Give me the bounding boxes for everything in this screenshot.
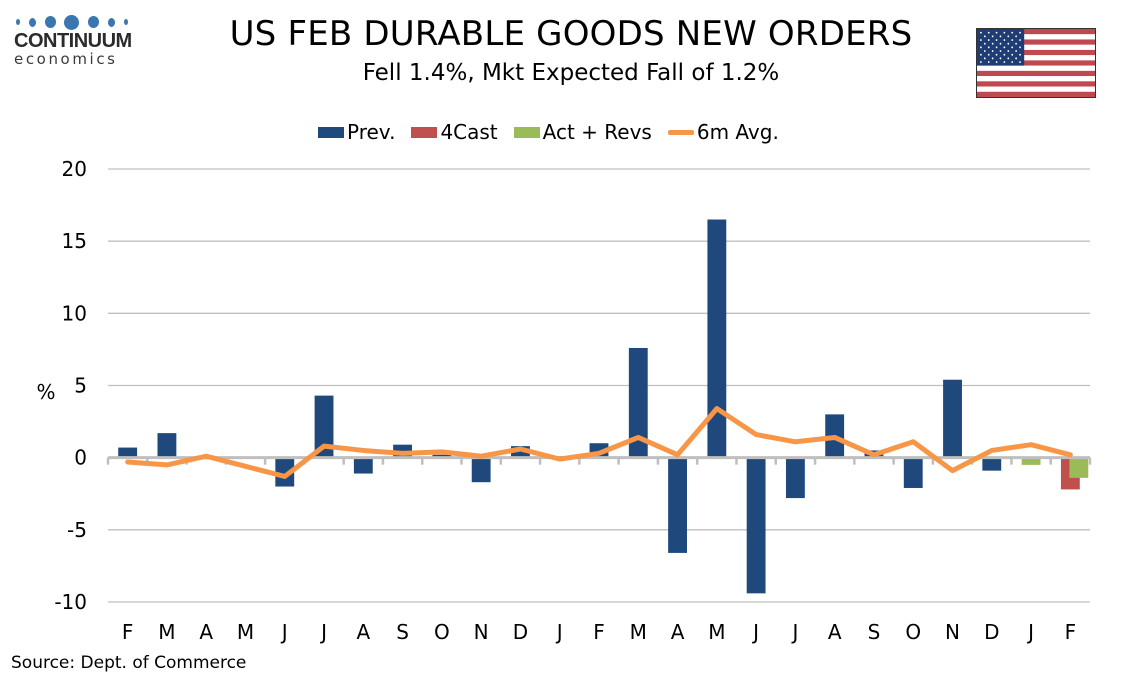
x-tick-label: O xyxy=(905,620,921,644)
x-tick-label: M xyxy=(630,620,647,644)
x-tick-label: J xyxy=(1026,620,1034,644)
legend-label-4cast: 4Cast xyxy=(440,120,498,144)
legend-item-act-revs: Act + Revs xyxy=(513,120,652,144)
bar-prev xyxy=(707,219,727,458)
x-tick-label: J xyxy=(555,620,563,644)
x-tick-label: O xyxy=(434,620,450,644)
legend-label-6m-avg: 6m Avg. xyxy=(696,120,779,144)
legend-swatch-4cast xyxy=(411,126,438,138)
y-tick-label: 20 xyxy=(62,157,87,181)
bar-prev xyxy=(746,457,766,594)
legend-label-act-revs: Act + Revs xyxy=(542,120,652,144)
legend-swatch-prev xyxy=(318,126,344,138)
y-tick-label: -5 xyxy=(67,518,87,542)
logo-subtitle: economics xyxy=(14,50,118,68)
legend-item-4cast: 4Cast xyxy=(411,120,498,144)
bar-prev xyxy=(903,457,923,488)
us-flag-icon xyxy=(976,28,1096,98)
bar-prev xyxy=(668,457,687,553)
y-tick-label: 0 xyxy=(74,446,87,470)
chart-legend: Prev. 4Cast Act + Revs 6m Avg. xyxy=(318,120,795,144)
bar-prev xyxy=(314,395,334,458)
x-tick-label: M xyxy=(158,620,175,644)
x-tick-label: A xyxy=(828,620,842,644)
bar-prev xyxy=(943,379,962,458)
bar-prev xyxy=(628,347,648,458)
bar-act-revs xyxy=(1069,457,1089,478)
legend-item-6m-avg: 6m Avg. xyxy=(667,120,779,144)
bar-prev xyxy=(157,433,177,458)
x-tick-label: A xyxy=(356,620,370,644)
chart-title: US FEB DURABLE GOODS NEW ORDERS xyxy=(229,14,913,54)
bar-prev xyxy=(118,447,138,458)
logo-dots-icon xyxy=(16,14,128,30)
x-tick-label: M xyxy=(237,620,254,644)
chart-subtitle: Fell 1.4%, Mkt Expected Fall of 1.2% xyxy=(362,60,780,86)
legend-label-prev: Prev. xyxy=(347,120,396,144)
legend-item-prev: Prev. xyxy=(318,120,395,144)
legend-swatch-act-revs xyxy=(513,126,540,138)
x-tick-label: D xyxy=(984,620,999,644)
bar-prev xyxy=(275,457,295,487)
x-tick-label: A xyxy=(671,620,685,644)
y-tick-label: 10 xyxy=(62,301,87,325)
bar-act-revs xyxy=(1021,457,1041,465)
x-tick-label: M xyxy=(708,620,725,644)
x-tick-label: S xyxy=(868,620,881,644)
x-tick-label: J xyxy=(790,620,798,644)
x-tick-label: D xyxy=(513,620,528,644)
bar-prev xyxy=(982,457,1002,471)
x-tick-label: N xyxy=(474,620,489,644)
continuum-logo: CONTINUUM economics xyxy=(14,14,134,67)
line-6m-avg xyxy=(125,406,1073,479)
legend-swatch-6m-avg xyxy=(667,129,694,135)
y-axis-label: % xyxy=(36,380,55,404)
x-tick-label: N xyxy=(945,620,960,644)
y-tick-label: 5 xyxy=(74,374,87,398)
x-tick-label: J xyxy=(280,620,288,644)
x-tick-label: F xyxy=(122,620,134,644)
bar-prev xyxy=(785,457,805,499)
x-tick-label: S xyxy=(396,620,409,644)
source-note: Source: Dept. of Commerce xyxy=(11,653,247,673)
x-tick-label: F xyxy=(593,620,605,644)
y-tick-label: -10 xyxy=(54,590,87,614)
bar-prev xyxy=(511,446,530,458)
x-tick-label: F xyxy=(1065,620,1077,644)
x-tick-label: J xyxy=(751,620,759,644)
x-tick-label: J xyxy=(319,620,327,644)
y-tick-label: 15 xyxy=(62,229,87,253)
bar-prev xyxy=(471,457,491,483)
bar-prev xyxy=(353,457,373,474)
x-tick-label: A xyxy=(199,620,213,644)
logo-name: CONTINUUM xyxy=(14,30,132,52)
